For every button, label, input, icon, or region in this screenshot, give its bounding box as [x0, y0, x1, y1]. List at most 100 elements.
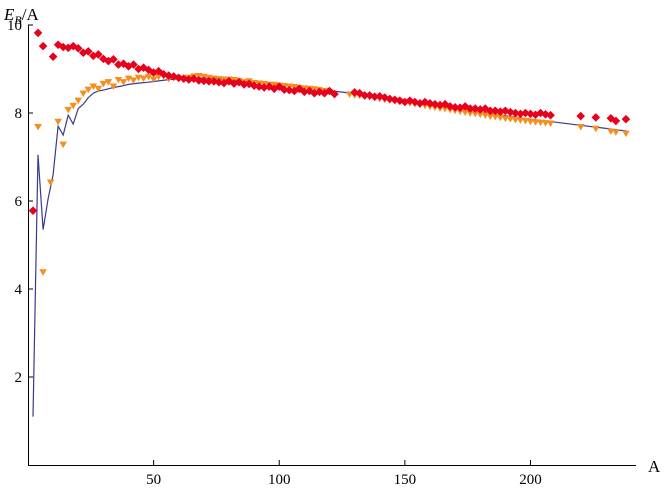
- x-axis-label: A: [648, 457, 661, 476]
- triangle-point: [526, 118, 535, 126]
- diamond-point: [330, 89, 339, 99]
- y-tick-label: 6: [15, 194, 23, 210]
- diamond-point: [229, 79, 239, 88]
- diamond-point: [259, 83, 269, 92]
- y-axis-label-sub: B: [14, 13, 22, 27]
- diamond-point: [390, 95, 400, 105]
- diamond-point: [33, 28, 43, 38]
- triangle-point: [511, 117, 520, 124]
- diamond-point: [355, 88, 364, 98]
- triangle-point: [64, 106, 72, 114]
- diamond-point: [58, 42, 68, 52]
- triangle-point: [79, 90, 88, 98]
- diamond-point: [485, 106, 495, 116]
- diamond-point: [224, 77, 234, 86]
- diamond-point: [109, 55, 118, 64]
- diamond-point: [435, 100, 445, 110]
- triangle-point: [541, 120, 550, 127]
- diamond-point: [204, 77, 214, 86]
- diamond-point: [541, 110, 550, 119]
- triangle-point: [592, 125, 600, 133]
- triangle-point: [149, 76, 158, 83]
- diamond-point: [460, 102, 470, 111]
- diamond-point: [591, 113, 601, 122]
- triangle-point: [84, 86, 93, 94]
- triangle-point: [99, 80, 108, 88]
- diamond-point: [249, 81, 259, 91]
- triangle-point: [54, 118, 62, 126]
- diamond-point: [370, 92, 380, 102]
- diamond-point: [284, 85, 294, 95]
- triangle-point: [531, 119, 540, 126]
- diamond-point: [531, 110, 540, 120]
- triangle-point: [46, 179, 55, 186]
- diamond-point: [576, 111, 586, 121]
- diamond-point: [496, 107, 505, 116]
- x-tick-label: 150: [394, 472, 417, 488]
- triangle-point: [154, 73, 163, 81]
- triangle-point: [104, 79, 113, 86]
- triangle-point: [124, 75, 133, 83]
- y-tick-label: 2: [15, 370, 23, 386]
- axes: [28, 25, 636, 466]
- triangle-point: [119, 79, 128, 86]
- y-tick-label: 8: [15, 106, 23, 122]
- diamond-point: [465, 104, 475, 113]
- triangle-point: [109, 83, 118, 91]
- triangle-point: [74, 97, 83, 105]
- diamond-point: [400, 97, 410, 107]
- diamond-point: [124, 62, 133, 71]
- triangle-point: [34, 124, 42, 131]
- diamond-point: [611, 116, 621, 126]
- triangle-point: [576, 124, 585, 131]
- diamond-point: [94, 50, 103, 59]
- diamond-point: [194, 76, 204, 85]
- triangle-point: [59, 141, 67, 149]
- y-axis-label: EB/A: [3, 5, 39, 27]
- triangle-point: [144, 73, 153, 81]
- x-tick-label: 200: [519, 472, 542, 488]
- triangle-point: [39, 269, 47, 276]
- triangle-point: [516, 117, 525, 124]
- triangle-point: [69, 102, 78, 110]
- diamond-point: [425, 99, 435, 108]
- diamond-point: [189, 74, 199, 83]
- diamond-point: [239, 80, 249, 89]
- diamond-point: [28, 206, 38, 215]
- diamond-point: [154, 66, 163, 76]
- diamond-point: [546, 110, 555, 120]
- series-orange-triangles: [34, 73, 630, 276]
- diamond-point: [360, 91, 369, 100]
- diamond-point: [83, 47, 93, 56]
- diamond-point: [159, 69, 168, 79]
- x-tick-label: 50: [146, 472, 161, 488]
- triangle-point: [612, 129, 620, 136]
- diamond-point: [320, 88, 329, 98]
- diamond-point: [134, 64, 143, 74]
- triangle-point: [466, 110, 474, 117]
- triangle-point: [94, 85, 103, 93]
- triangle-point: [501, 115, 510, 123]
- triangle-point: [129, 77, 138, 84]
- triangle-point: [622, 130, 630, 138]
- diamond-point: [365, 91, 374, 100]
- triangle-point: [89, 83, 98, 91]
- y-axis-label-rest: /A: [22, 5, 40, 24]
- y-tick-label: 4: [15, 282, 23, 298]
- diamond-point: [310, 88, 319, 98]
- diamond-point: [621, 114, 631, 124]
- series-red-diamonds: [28, 28, 631, 215]
- x-tick-label: 100: [268, 472, 291, 488]
- diamond-point: [279, 85, 289, 94]
- diamond-point: [450, 102, 460, 112]
- diamond-point: [149, 68, 158, 77]
- diamond-point: [470, 104, 480, 113]
- series-line-group: [32, 77, 627, 417]
- ticks: [28, 24, 531, 465]
- triangle-point: [486, 113, 495, 120]
- diamond-point: [129, 60, 138, 69]
- triangle-point: [114, 76, 123, 84]
- tick-labels: 50 100 150 200 2 4 6 8 10: [7, 18, 542, 488]
- y-tick-label: 10: [7, 18, 22, 34]
